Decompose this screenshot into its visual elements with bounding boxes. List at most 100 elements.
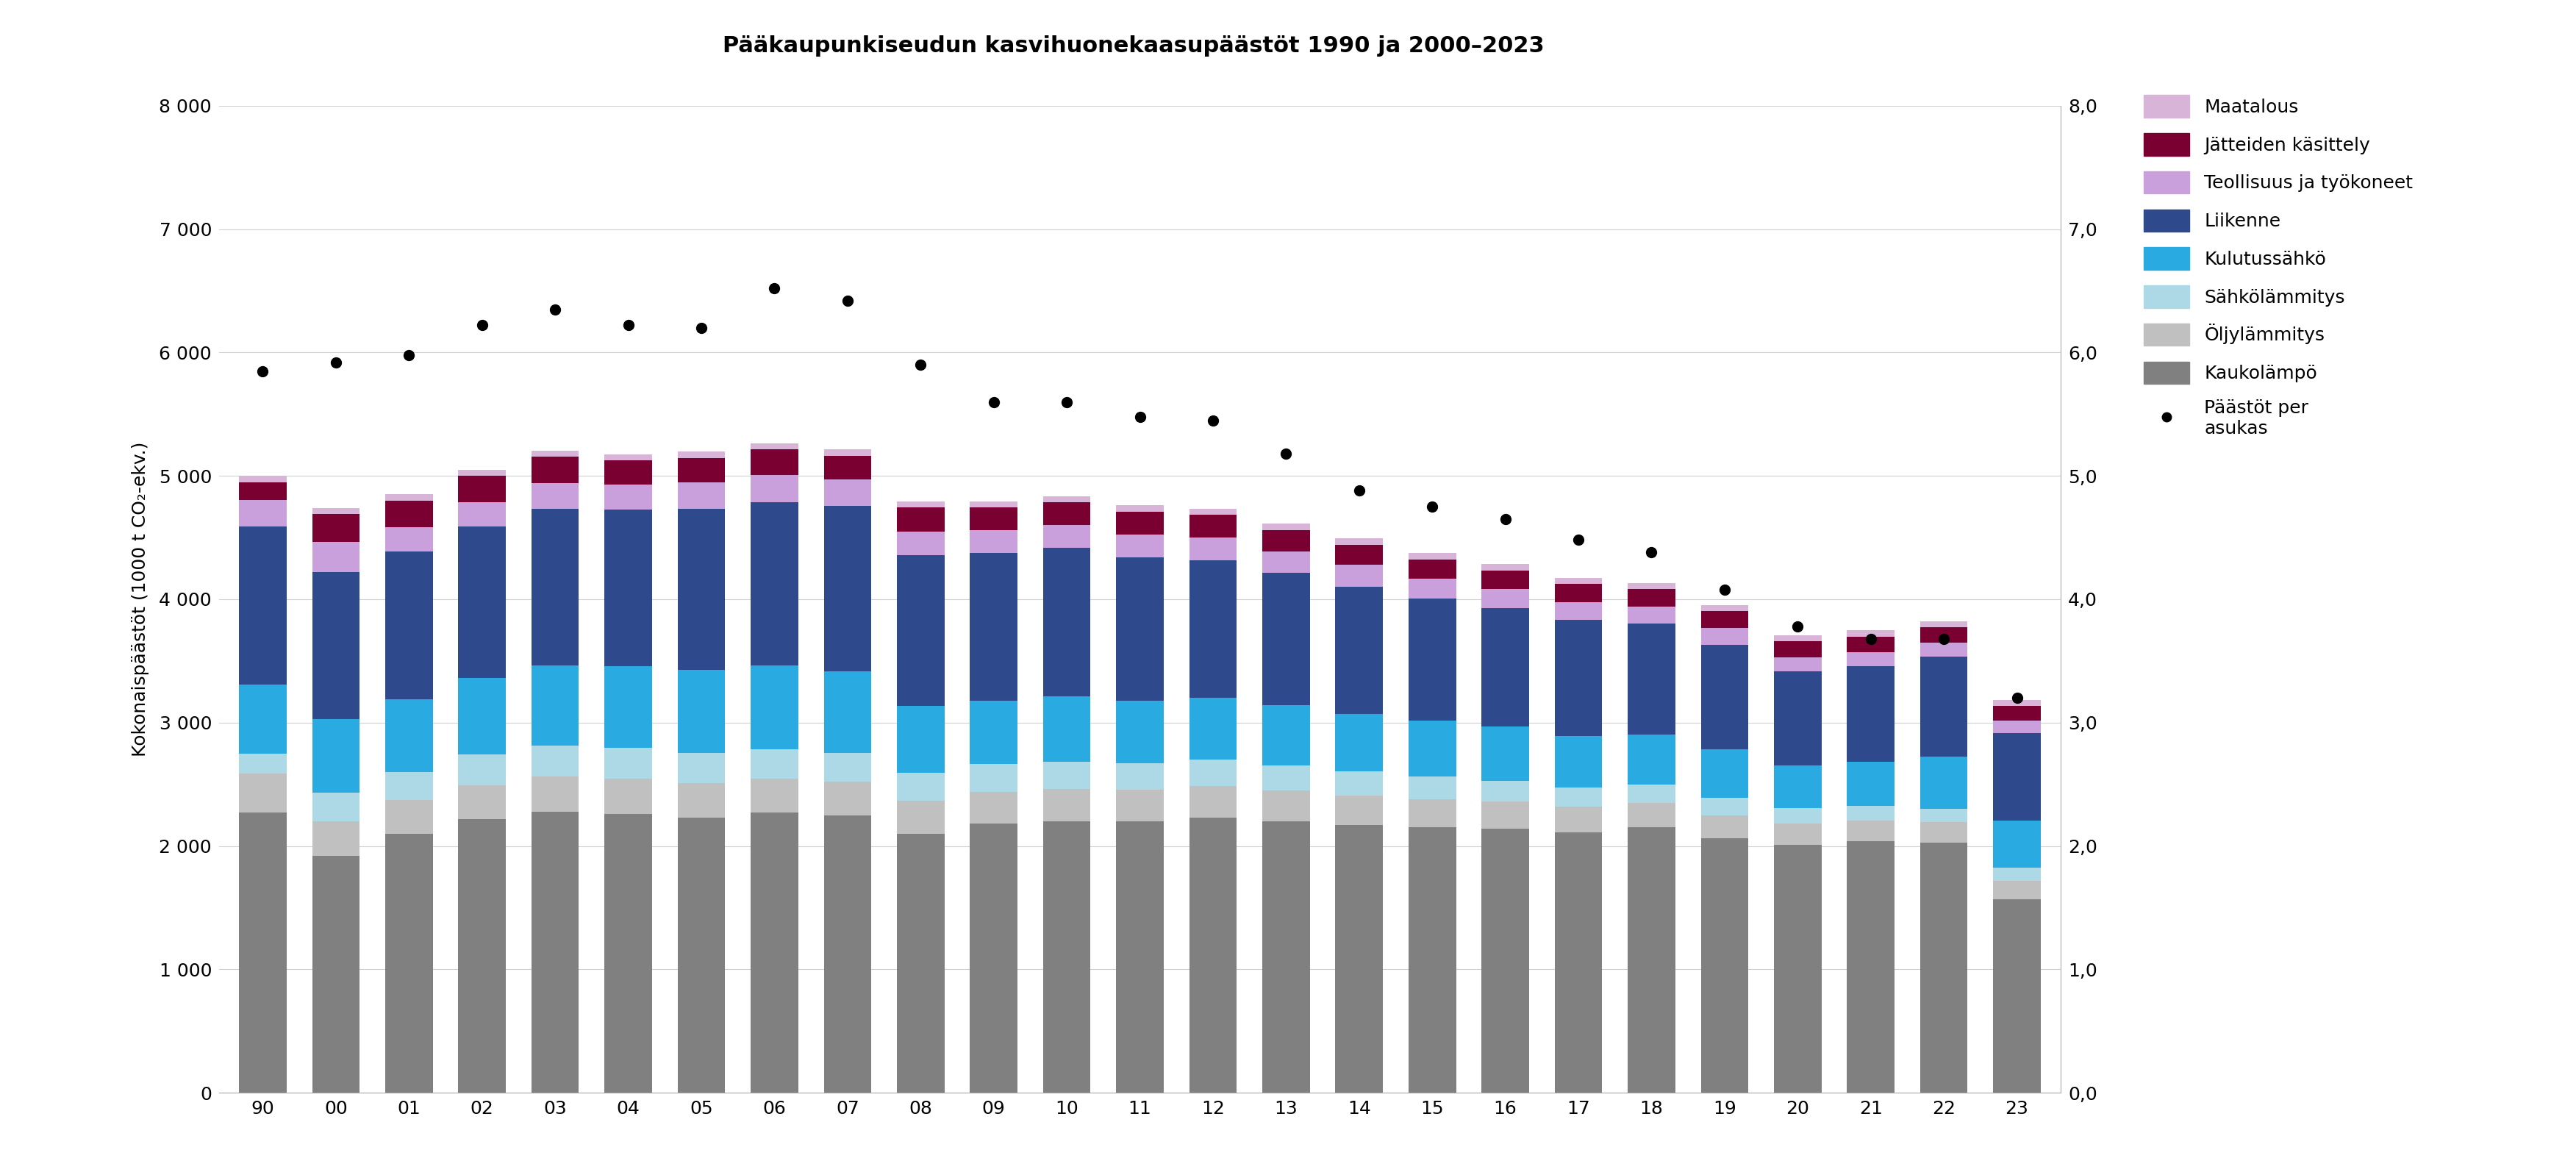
Bar	[1700, 839, 1749, 1093]
Bar	[1043, 821, 1090, 1093]
Bar	[1190, 698, 1236, 759]
Bar	[1919, 808, 1968, 822]
Bar	[605, 484, 652, 510]
Bar	[1700, 645, 1749, 750]
Bar	[531, 745, 580, 777]
Bar	[824, 479, 871, 506]
Bar	[605, 779, 652, 814]
Bar	[312, 515, 361, 542]
Bar	[896, 801, 945, 834]
Bar	[605, 666, 652, 748]
Bar	[386, 834, 433, 1093]
Bar	[312, 793, 361, 821]
Bar	[824, 753, 871, 781]
Bar	[1115, 557, 1164, 700]
Bar	[312, 542, 361, 572]
Bar	[386, 501, 433, 528]
Bar	[896, 531, 945, 556]
Bar	[1556, 832, 1602, 1093]
Bar	[750, 443, 799, 449]
Bar	[1919, 757, 1968, 808]
Bar	[605, 461, 652, 484]
Bar	[677, 458, 724, 482]
Bar	[1115, 821, 1164, 1093]
Bar	[386, 528, 433, 551]
Bar	[531, 509, 580, 665]
Bar	[677, 452, 724, 458]
Bar	[459, 754, 505, 785]
Bar	[531, 483, 580, 509]
Bar	[1409, 599, 1455, 720]
Bar	[1043, 496, 1090, 503]
Bar	[1628, 589, 1674, 606]
Bar	[240, 482, 286, 499]
Bar	[750, 665, 799, 750]
Bar	[1334, 544, 1383, 565]
Bar	[971, 764, 1018, 792]
Bar	[1994, 720, 2040, 733]
Bar	[896, 834, 945, 1093]
Bar	[1043, 503, 1090, 525]
Bar	[1775, 635, 1821, 642]
Bar	[1190, 515, 1236, 538]
Bar	[1847, 820, 1893, 841]
Bar	[386, 800, 433, 834]
Bar	[750, 750, 799, 779]
Bar	[1262, 530, 1309, 551]
Bar	[896, 508, 945, 531]
Bar	[1043, 696, 1090, 761]
Bar	[1409, 553, 1455, 559]
Legend: Maatalous, Jätteiden käsittely, Teollisuus ja työkoneet, Liikenne, Kulutussähkö,: Maatalous, Jätteiden käsittely, Teollisu…	[2143, 95, 2414, 438]
Bar	[386, 772, 433, 800]
Bar	[750, 449, 799, 475]
Bar	[1334, 795, 1383, 825]
Bar	[1775, 642, 1821, 657]
Bar	[1190, 509, 1236, 515]
Bar	[1628, 785, 1674, 803]
Bar	[459, 678, 505, 754]
Bar	[1409, 720, 1455, 777]
Bar	[605, 814, 652, 1093]
Bar	[896, 773, 945, 801]
Bar	[824, 506, 871, 671]
Bar	[1775, 765, 1821, 807]
Bar	[1043, 790, 1090, 821]
Bar	[1190, 538, 1236, 560]
Bar	[1262, 551, 1309, 573]
Bar	[971, 553, 1018, 701]
Bar	[677, 783, 724, 818]
Bar	[1043, 525, 1090, 548]
Bar	[312, 508, 361, 515]
Bar	[1190, 560, 1236, 698]
Bar	[1262, 524, 1309, 530]
Bar	[1334, 538, 1383, 544]
Bar	[677, 670, 724, 753]
Bar	[1409, 799, 1455, 827]
Bar	[1481, 726, 1530, 781]
Bar	[459, 503, 505, 526]
Bar	[1481, 564, 1530, 571]
Bar	[896, 706, 945, 773]
Bar	[750, 813, 799, 1093]
Bar	[240, 753, 286, 773]
Bar	[1847, 666, 1893, 761]
Bar	[1481, 589, 1530, 609]
Bar	[1994, 733, 2040, 821]
Bar	[1043, 761, 1090, 790]
Bar	[1919, 657, 1968, 757]
Bar	[1700, 798, 1749, 815]
Bar	[750, 503, 799, 665]
Bar	[386, 699, 433, 772]
Bar	[1556, 620, 1602, 736]
Bar	[240, 773, 286, 813]
Bar	[971, 792, 1018, 824]
Bar	[1556, 578, 1602, 584]
Bar	[1775, 845, 1821, 1093]
Bar	[1115, 505, 1164, 511]
Bar	[896, 502, 945, 508]
Bar	[1919, 627, 1968, 643]
Bar	[240, 476, 286, 482]
Bar	[1556, 584, 1602, 602]
Bar	[1334, 565, 1383, 586]
Bar	[312, 572, 361, 719]
